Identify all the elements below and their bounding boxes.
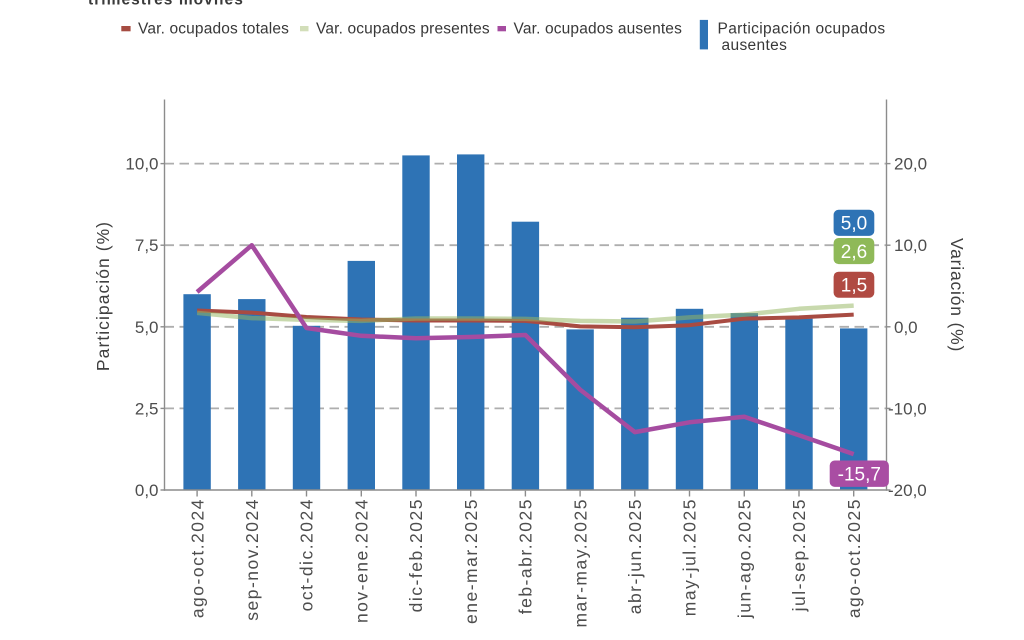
svg-text:2,5: 2,5 [135,399,159,418]
svg-text:ago-oct.2025: ago-oct.2025 [844,498,864,618]
svg-text:mar-may.2025: mar-may.2025 [570,498,590,628]
svg-text:10,0: 10,0 [125,155,158,174]
svg-text:Var. ocupados ausentes: Var. ocupados ausentes [514,21,683,38]
svg-text:ene-mar.2025: ene-mar.2025 [461,498,481,624]
svg-text:-20,0: -20,0 [888,481,927,500]
svg-text:ausentes: ausentes [722,37,788,54]
svg-text:may-jul.2025: may-jul.2025 [680,498,700,616]
svg-text:Var. ocupados totales: Var. ocupados totales [138,21,289,38]
svg-text:Var. ocupados presentes: Var. ocupados presentes [316,21,490,38]
svg-text:-15,7: -15,7 [838,464,881,485]
svg-text:nov-ene.2024: nov-ene.2024 [352,498,372,623]
svg-text:0,0: 0,0 [135,481,159,500]
svg-text:jun-ago.2025: jun-ago.2025 [735,498,755,619]
svg-text:Participación (%): Participación (%) [93,221,113,371]
svg-text:0,0: 0,0 [894,318,918,337]
svg-text:5,0: 5,0 [135,318,159,337]
svg-text:dic-feb.2025: dic-feb.2025 [406,498,426,612]
svg-text:jul-sep.2025: jul-sep.2025 [789,498,809,612]
svg-text:5,0: 5,0 [841,214,867,235]
svg-text:oct-dic.2024: oct-dic.2024 [297,498,317,611]
svg-text:Participación ocupados: Participación ocupados [718,21,886,38]
svg-text:10,0: 10,0 [894,236,927,255]
svg-text:1,5: 1,5 [841,275,867,296]
svg-text:abr-jun.2025: abr-jun.2025 [625,498,645,614]
svg-text:feb-abr.2025: feb-abr.2025 [516,498,536,614]
svg-text:ago-oct.2024: ago-oct.2024 [187,498,207,618]
svg-text:trimestres móviles: trimestres móviles [88,0,244,9]
svg-text:7,5: 7,5 [135,236,159,255]
svg-text:2,6: 2,6 [841,242,867,263]
svg-text:Variación (%): Variación (%) [947,238,967,352]
svg-text:20,0: 20,0 [894,155,927,174]
svg-text:sep-nov.2024: sep-nov.2024 [242,498,262,621]
svg-text:-10,0: -10,0 [888,399,927,418]
